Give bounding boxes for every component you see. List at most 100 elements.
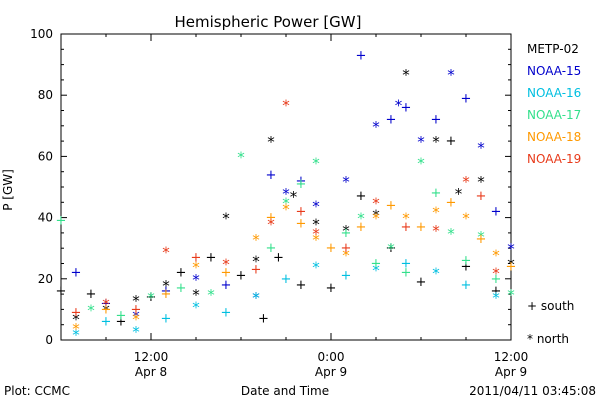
x-tick-date-label: Apr 9	[315, 365, 347, 379]
north-point: *	[162, 243, 170, 261]
south-point: +	[161, 287, 172, 302]
north-point: *	[372, 207, 380, 225]
y-tick-label: 0	[45, 333, 53, 347]
y-tick-label: 40	[38, 211, 53, 225]
south-point: +	[101, 302, 112, 317]
north-point: *	[507, 256, 515, 274]
y-tick-label: 20	[38, 272, 53, 286]
north-point: *	[207, 286, 215, 304]
south-point: +	[161, 312, 172, 327]
south-point: +	[296, 204, 307, 219]
south-point: +	[221, 305, 232, 320]
south-point: +	[131, 302, 142, 317]
legend-series-metp-02: METP-02	[527, 42, 579, 56]
north-point: *	[192, 271, 200, 289]
north-point: *	[102, 295, 110, 313]
south-point: +	[461, 253, 472, 268]
south-point: +	[416, 275, 427, 290]
south-point: +	[266, 168, 277, 183]
south-point: +	[116, 309, 127, 324]
data-points: +*+*+* +*+*+*+*+*+*+*+*+*+*+* +*+*+*++*+* +…	[56, 48, 517, 343]
north-point: *	[507, 240, 515, 258]
x-axis-label: Date and Time	[241, 384, 329, 398]
north-point: *	[312, 225, 320, 243]
south-point: +	[461, 91, 472, 106]
north-point: *	[395, 96, 403, 114]
north-point: *	[387, 240, 395, 258]
south-point: +	[386, 113, 397, 128]
south-point: +	[491, 284, 502, 299]
y-tick-label: 100	[30, 27, 53, 41]
north-point: *	[192, 298, 200, 316]
north-point: *	[372, 118, 380, 136]
north-point: *	[402, 210, 410, 228]
north-point: *	[192, 286, 200, 304]
south-point: +	[296, 174, 307, 189]
x-tick-time-label: 12:00	[134, 350, 169, 364]
south-point: +	[296, 217, 307, 232]
legend-series-noaa-17: NOAA-17	[527, 108, 581, 122]
south-point: +	[266, 241, 277, 256]
x-tick-date-label: Apr 8	[135, 365, 167, 379]
north-point: *	[507, 286, 515, 304]
south-point: +	[221, 266, 232, 281]
north-point: *	[402, 66, 410, 84]
legend-north: * north	[527, 332, 569, 346]
south-point: +	[176, 266, 187, 281]
north-point: *	[237, 148, 245, 166]
legend-series-noaa-18: NOAA-18	[527, 130, 581, 144]
north-point: *	[477, 173, 485, 191]
north-point: *	[132, 311, 140, 329]
south-point: +	[491, 272, 502, 287]
south-point: +	[206, 250, 217, 265]
north-point: *	[372, 262, 380, 280]
south-point: +	[221, 278, 232, 293]
south-point: +	[461, 278, 472, 293]
north-point: *	[447, 66, 455, 84]
north-point: *	[432, 203, 440, 221]
north-point: *	[492, 246, 500, 264]
south-point: +	[476, 232, 487, 247]
south-point: +	[146, 290, 157, 305]
south-point: +	[431, 186, 442, 201]
north-point: *	[417, 133, 425, 151]
north-point: *	[462, 173, 470, 191]
south-point: +	[191, 250, 202, 265]
north-point: *	[252, 289, 260, 307]
south-point: +	[86, 287, 97, 302]
north-point: *	[282, 194, 290, 212]
south-point: +	[446, 195, 457, 210]
north-point: *	[252, 231, 260, 249]
north-point: *	[312, 197, 320, 215]
north-point: *	[492, 289, 500, 307]
north-point: *	[132, 323, 140, 341]
south-point: +	[161, 284, 172, 299]
north-point: *	[267, 216, 275, 234]
north-point: *	[282, 200, 290, 218]
south-point: +	[371, 257, 382, 272]
legend-series-noaa-19: NOAA-19	[527, 152, 581, 166]
footer-plot-source: Plot: CCMC	[4, 384, 70, 398]
north-point: *	[477, 228, 485, 246]
south-point: +	[356, 220, 367, 235]
y-axis-label: P [GW]	[1, 169, 15, 211]
north-point: *	[102, 301, 110, 319]
north-point: *	[162, 277, 170, 295]
south-point: +	[401, 220, 412, 235]
y-tick-label: 80	[38, 88, 53, 102]
south-point: +	[176, 281, 187, 296]
south-point: +	[326, 281, 337, 296]
south-point: +	[356, 48, 367, 63]
south-point: +	[101, 296, 112, 311]
north-point: *	[282, 96, 290, 114]
north-point: *	[222, 210, 230, 228]
south-point: +	[356, 189, 367, 204]
north-point: *	[72, 326, 80, 344]
north-point: *	[72, 311, 80, 329]
north-point: *	[432, 222, 440, 240]
north-point: *	[290, 188, 298, 206]
north-point: *	[192, 259, 200, 277]
south-point: +	[326, 241, 337, 256]
